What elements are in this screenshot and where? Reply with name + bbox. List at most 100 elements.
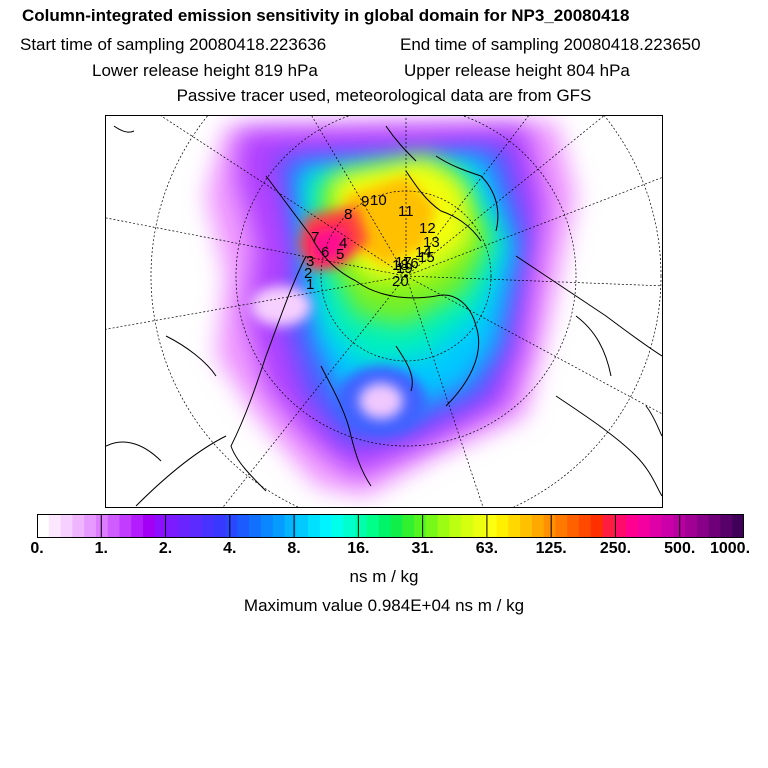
color-swatch <box>60 514 73 538</box>
color-swatch <box>84 514 97 538</box>
marker-3: 3 <box>306 253 314 270</box>
end-time-label: End time of sampling 20080418.223650 <box>400 35 701 54</box>
marker-5: 5 <box>336 246 344 263</box>
sensitivity-map: 1 2 3 4 5 6 7 8 9 10 11 12 13 14 15 16 1… <box>105 115 663 508</box>
color-swatch <box>626 514 639 538</box>
color-swatch <box>567 514 580 538</box>
color-swatch <box>260 514 274 538</box>
map-canvas: 1 2 3 4 5 6 7 8 9 10 11 12 13 14 15 16 1… <box>106 116 662 507</box>
color-swatch <box>166 514 179 538</box>
marker-18: 18 <box>392 257 409 274</box>
color-swatch <box>131 514 144 538</box>
color-swatch <box>343 514 356 538</box>
color-swatch <box>355 514 368 538</box>
color-swatch <box>649 514 663 538</box>
color-swatch <box>154 514 168 538</box>
marker-14: 14 <box>415 244 432 261</box>
upper-release-label: Upper release height 804 hPa <box>404 61 630 80</box>
units-label: ns m / kg <box>349 567 419 586</box>
marker-9: 9 <box>361 193 369 210</box>
sensitivity-field <box>206 121 576 496</box>
color-swatch <box>708 514 722 538</box>
color-swatch <box>402 514 415 538</box>
color-swatch <box>449 514 462 538</box>
color-scale-tick-label: 1. <box>94 540 108 557</box>
color-swatch <box>390 514 403 538</box>
marker-19: 19 <box>396 260 413 277</box>
marker-6: 6 <box>321 244 329 261</box>
color-swatch <box>72 514 85 538</box>
color-swatch <box>378 514 392 538</box>
color-swatch <box>685 514 698 538</box>
start-time-label: Start time of sampling 20080418.223636 <box>20 35 327 54</box>
color-swatch <box>520 514 533 538</box>
color-swatch <box>296 514 309 538</box>
color-swatch <box>720 514 733 538</box>
color-scale-tick-label: 125. <box>535 540 567 557</box>
color-swatch <box>590 514 604 538</box>
color-swatch <box>308 514 321 538</box>
color-scale-tick-label: 0. <box>30 540 44 557</box>
marker-16: 16 <box>402 255 419 272</box>
color-scale-bar <box>37 514 744 538</box>
marker-1: 1 <box>306 276 314 293</box>
marker-15: 15 <box>418 249 435 266</box>
color-swatch <box>484 514 498 538</box>
tracer-note: Passive tracer used, meteorological data… <box>176 86 592 105</box>
color-swatch <box>602 514 615 538</box>
color-scale-tick-label: 63. <box>475 540 499 557</box>
color-swatch <box>437 514 451 538</box>
color-swatch <box>496 514 509 538</box>
color-swatch <box>531 514 545 538</box>
color-scale-tick-label: 2. <box>158 540 173 557</box>
color-swatch <box>201 514 215 538</box>
color-swatch <box>284 514 297 538</box>
coastlines <box>106 125 662 507</box>
color-scale-frame <box>37 514 744 538</box>
color-swatch <box>614 514 627 538</box>
marker-11: 11 <box>398 203 414 220</box>
color-swatch <box>225 514 238 538</box>
color-swatch <box>249 514 262 538</box>
maximum-value-label: Maximum value 0.984E+04 ns m / kg <box>243 596 525 615</box>
color-swatch <box>237 514 250 538</box>
marker-2: 2 <box>304 265 312 282</box>
color-scale-tick-label: 1000. <box>709 540 751 557</box>
plot-title: Column-integrated emission sensitivity i… <box>22 6 630 25</box>
color-swatch <box>331 514 344 538</box>
lower-release-label: Lower release height 819 hPa <box>92 61 318 80</box>
marker-4: 4 <box>339 235 347 252</box>
color-swatch <box>213 514 227 538</box>
color-swatch <box>543 514 557 538</box>
color-swatch <box>661 514 674 538</box>
marker-10: 10 <box>370 192 387 209</box>
color-scale-tick-label: 500. <box>664 540 696 557</box>
color-swatch <box>414 514 427 538</box>
color-scale-tick-label: 16. <box>347 540 370 557</box>
color-swatch <box>178 514 191 538</box>
color-scale-swatches <box>37 514 744 538</box>
color-swatch <box>366 514 380 538</box>
marker-17: 17 <box>395 254 412 271</box>
color-swatch <box>119 514 132 538</box>
color-swatch <box>425 514 439 538</box>
marker-12: 12 <box>419 220 436 237</box>
color-swatch <box>143 514 156 538</box>
color-scale-tick-label: 250. <box>599 540 632 557</box>
color-swatch <box>95 514 109 538</box>
color-swatch <box>190 514 203 538</box>
color-swatch <box>37 514 50 538</box>
color-swatch <box>579 514 592 538</box>
color-swatch <box>696 514 710 538</box>
marker-7: 7 <box>311 229 319 246</box>
marker-20: 20 <box>392 273 409 290</box>
color-swatch <box>319 514 333 538</box>
graticule <box>106 116 662 507</box>
marker-13: 13 <box>423 234 440 251</box>
color-swatch <box>555 514 568 538</box>
color-scale-tick-label: 8. <box>287 540 301 557</box>
color-swatch <box>272 514 286 538</box>
color-scale-tick-label: 31. <box>411 540 434 557</box>
color-swatch <box>107 514 121 538</box>
color-swatch <box>508 514 521 538</box>
